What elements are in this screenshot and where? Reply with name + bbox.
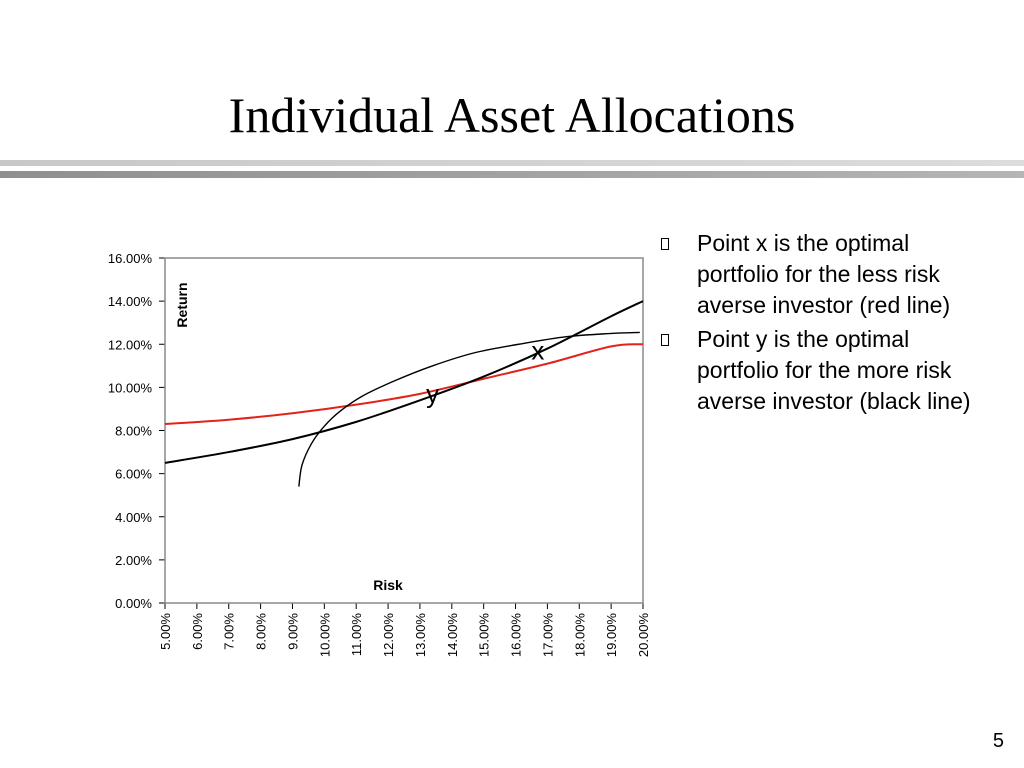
y-axis-ticks: 0.00% 2.00% 4.00% 6.00% 8.00% 10.00% 12.00% 14.… bbox=[108, 251, 165, 611]
y-tick-label: 0.00% bbox=[115, 596, 152, 611]
slide-title: Individual Asset Allocations bbox=[228, 87, 796, 143]
bullet-text: Point y is the optimal portfolio for the… bbox=[697, 326, 971, 414]
x-tick-label: 5.00% bbox=[158, 613, 173, 650]
plot-area bbox=[164, 257, 644, 604]
point-label-y: y bbox=[426, 378, 439, 408]
y-tick-label: 8.00% bbox=[115, 424, 152, 439]
x-tick-label: 19.00% bbox=[604, 613, 619, 658]
x-tick-label: 12.00% bbox=[381, 613, 396, 658]
x-tick-label: 14.00% bbox=[445, 613, 460, 658]
title-rule-gap bbox=[0, 168, 1024, 171]
x-axis-ticks: 5.00% 6.00% 7.00% 8.00% 9.00% 10.00% 11.00% 12.… bbox=[158, 603, 651, 657]
bullet-item: Point y is the optimal portfolio for the… bbox=[655, 324, 995, 417]
x-tick-label: 16.00% bbox=[509, 613, 524, 658]
y-tick-label: 10.00% bbox=[108, 380, 153, 395]
bullet-item: Point x is the optimal portfolio for the… bbox=[655, 228, 995, 321]
y-tick-label: 2.00% bbox=[115, 553, 152, 568]
chart: 0.00% 2.00% 4.00% 6.00% 8.00% 10.00% 12.00% 14.… bbox=[108, 251, 651, 657]
x-axis-label: Risk bbox=[373, 577, 403, 593]
bullet-marker-icon bbox=[661, 334, 669, 346]
x-tick-label: 13.00% bbox=[413, 613, 428, 658]
series-black-line bbox=[164, 300, 644, 464]
annotations: xy bbox=[426, 335, 544, 408]
y-axis-label: Return bbox=[174, 282, 190, 327]
y-tick-label: 4.00% bbox=[115, 510, 152, 525]
efficient-frontier-curve bbox=[298, 331, 640, 487]
x-tick-label: 18.00% bbox=[572, 613, 587, 658]
bullet-text: Point x is the optimal portfolio for the… bbox=[697, 230, 951, 318]
y-tick-label: 16.00% bbox=[108, 251, 153, 266]
x-tick-label: 10.00% bbox=[317, 613, 332, 658]
bullet-list: Point x is the optimal portfolio for the… bbox=[655, 228, 995, 420]
title-rule-light bbox=[0, 160, 1024, 166]
page-number: 5 bbox=[992, 730, 1004, 752]
x-tick-label: 6.00% bbox=[190, 613, 205, 650]
bullet-marker-icon bbox=[661, 238, 669, 250]
x-tick-label: 11.00% bbox=[349, 613, 364, 657]
x-tick-label: 9.00% bbox=[285, 613, 300, 650]
series-layer bbox=[164, 300, 644, 487]
series-red-line bbox=[164, 343, 644, 426]
x-tick-label: 20.00% bbox=[636, 613, 651, 658]
y-tick-label: 12.00% bbox=[108, 337, 153, 352]
y-tick-label: 6.00% bbox=[115, 467, 152, 482]
x-tick-label: 15.00% bbox=[477, 613, 492, 658]
x-tick-label: 7.00% bbox=[222, 613, 237, 650]
point-label-x: x bbox=[531, 335, 544, 365]
title-rule-dark bbox=[0, 171, 1024, 178]
x-tick-label: 17.00% bbox=[540, 613, 555, 658]
y-tick-label: 14.00% bbox=[108, 294, 153, 309]
x-tick-label: 8.00% bbox=[254, 613, 269, 650]
